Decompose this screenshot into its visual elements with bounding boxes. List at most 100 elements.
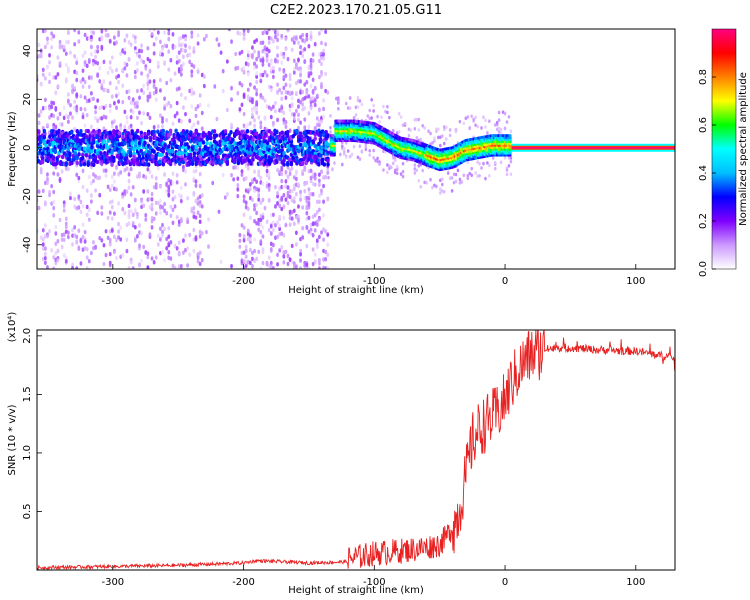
heatmap-cell xyxy=(337,100,340,104)
heatmap-cell xyxy=(73,99,77,104)
heatmap-cell xyxy=(292,208,296,213)
heatmap-cell xyxy=(146,197,150,202)
heatmap-cell xyxy=(79,209,83,215)
heatmap-cell xyxy=(294,108,298,114)
heatmap-cell xyxy=(505,120,509,124)
heatmap-cell xyxy=(125,120,129,125)
heatmap-cell xyxy=(127,215,131,220)
heatmap-cell xyxy=(182,54,185,59)
heatmap-cell xyxy=(179,92,183,97)
heatmap-cell xyxy=(110,228,114,233)
heatmap-cell xyxy=(83,50,87,55)
heatmap-cell xyxy=(75,160,79,166)
heatmap-cell xyxy=(146,46,150,51)
heatmap-cell xyxy=(190,73,194,78)
heatmap-cell xyxy=(307,94,311,99)
heatmap-cell xyxy=(73,29,77,33)
heatmap-cell xyxy=(138,243,141,248)
heatmap-cell xyxy=(282,151,286,156)
heatmap-cell xyxy=(117,172,120,177)
heatmap-cell xyxy=(311,90,315,95)
heatmap-cell xyxy=(340,144,344,149)
heatmap-cell xyxy=(251,99,254,105)
heatmap-cell xyxy=(177,67,181,72)
heatmap-cell xyxy=(317,182,321,188)
heatmap-cell xyxy=(41,256,45,262)
heatmap-cell xyxy=(159,152,164,158)
heatmap-cell xyxy=(144,66,148,71)
heatmap-cell xyxy=(58,111,62,117)
heatmap-cell xyxy=(117,91,120,97)
heatmap-cell xyxy=(313,252,317,257)
heatmap-cell xyxy=(68,157,72,162)
heatmap-cell xyxy=(282,254,286,259)
heatmap-cell xyxy=(50,31,54,36)
heatmap-cell xyxy=(317,31,321,36)
heatmap-cell xyxy=(50,248,54,253)
heatmap-cell xyxy=(299,252,302,257)
heatmap-cell xyxy=(69,50,72,55)
heatmap-cell xyxy=(79,141,83,146)
heatmap-cell xyxy=(299,34,302,40)
heatmap-cell xyxy=(292,58,296,63)
heatmap-cell xyxy=(41,188,45,194)
heatmap-cell xyxy=(317,217,321,222)
heatmap-cell xyxy=(278,67,282,72)
heatmap-cell xyxy=(413,171,417,175)
heatmap-cell xyxy=(221,172,225,178)
heatmap-cell xyxy=(276,262,279,267)
heatmap-cell xyxy=(238,244,242,249)
heatmap-cell xyxy=(290,216,294,221)
heatmap-cell xyxy=(322,175,325,180)
heatmap-cell xyxy=(476,124,479,129)
heatmap-cell xyxy=(131,266,135,269)
heatmap-cell xyxy=(509,156,513,160)
heatmap-cell xyxy=(320,29,323,32)
heatmap-cell xyxy=(286,194,290,199)
heatmap-cell xyxy=(236,30,240,36)
heatmap-cell xyxy=(282,250,286,255)
heatmap-cell xyxy=(87,75,91,80)
heatmap-cell xyxy=(171,197,175,202)
heatmap-cell xyxy=(242,212,246,218)
heatmap-cell xyxy=(368,148,372,153)
heatmap-cell xyxy=(294,80,298,86)
heatmap-cell xyxy=(331,167,334,171)
heatmap-cell xyxy=(491,156,495,160)
heatmap-cell xyxy=(123,168,127,173)
heatmap-cell xyxy=(276,201,279,206)
heatmap-cell xyxy=(192,46,196,51)
heatmap-cell xyxy=(198,219,202,225)
heatmap-cell xyxy=(182,42,185,47)
heatmap-cell xyxy=(419,184,423,189)
heatmap-cell xyxy=(242,69,246,75)
heatmap-cell xyxy=(423,126,426,130)
heatmap-cell xyxy=(313,86,317,91)
heatmap-cell xyxy=(246,260,250,265)
heatmap-cell xyxy=(198,171,202,177)
heatmap-cell xyxy=(415,135,419,140)
heatmap-cell xyxy=(289,161,294,167)
heatmap-cell xyxy=(244,176,248,181)
heatmap-cell xyxy=(119,51,123,57)
heatmap-cell xyxy=(127,185,131,191)
heatmap-cell xyxy=(177,36,181,41)
heatmap-cell xyxy=(305,37,309,42)
heatmap-cell xyxy=(474,115,477,120)
heatmap-cell xyxy=(171,32,175,37)
heatmap-cell xyxy=(200,257,204,263)
heatmap-cell xyxy=(173,243,177,249)
heatmap-cell xyxy=(112,249,116,255)
heatmap-cell xyxy=(53,148,58,154)
heatmap-cell xyxy=(41,72,45,77)
heatmap-cell xyxy=(119,126,123,131)
heatmap-cell xyxy=(267,255,271,260)
heatmap-cell xyxy=(121,99,125,105)
heatmap-cell xyxy=(64,166,68,171)
heatmap-cell xyxy=(200,110,204,116)
heatmap-cell xyxy=(188,252,192,257)
heatmap-cell xyxy=(301,32,305,38)
heatmap-cell xyxy=(182,238,185,243)
heatmap-cell xyxy=(52,266,56,269)
heatmap-cell xyxy=(150,218,154,224)
